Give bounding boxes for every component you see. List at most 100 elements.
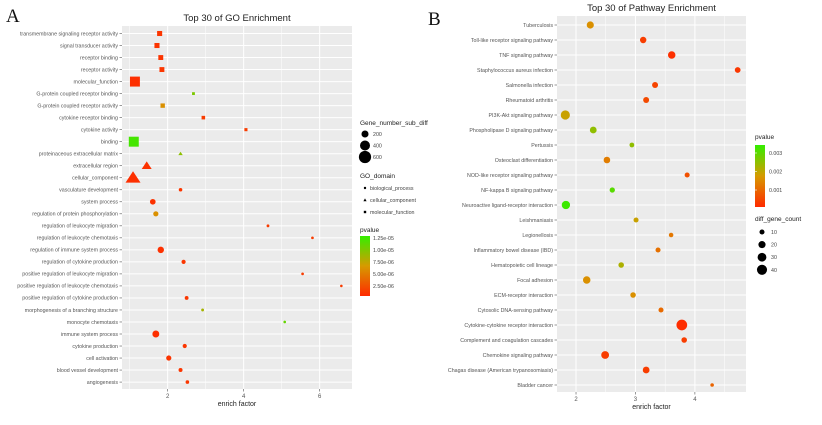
y-tick-label: positive regulation of leukocyte migrati… <box>22 272 118 278</box>
size-legend-key <box>361 130 369 138</box>
size-legend-label: 40 <box>771 268 777 274</box>
data-point-circle <box>652 82 659 88</box>
y-tick-label: system process <box>81 200 118 206</box>
shape-legend-triangle <box>363 198 367 202</box>
size-legend-label: 30 <box>771 255 777 261</box>
data-point-circle <box>734 67 741 73</box>
x-axis-title: enrich factor <box>218 401 257 408</box>
data-point-circle <box>603 156 611 164</box>
data-point-circle <box>185 380 190 384</box>
y-tick-label: receptor activity <box>81 67 118 73</box>
size-legend-key <box>758 241 766 249</box>
data-point-square <box>129 76 140 87</box>
size-legend-title: diff_gene_count <box>755 216 801 223</box>
data-point-square <box>244 128 248 132</box>
y-tick-label: G-protein coupled receptor activity <box>37 103 118 109</box>
size-legend-key <box>360 140 370 151</box>
color-legend-label: 1.25e-05 <box>373 236 394 242</box>
y-tick-label: blood vessel development <box>57 368 119 374</box>
x-tick-label: 4 <box>693 397 697 403</box>
x-tick-label: 3 <box>634 397 638 403</box>
data-point-square <box>158 55 164 60</box>
y-tick-label: positive regulation of cytokine producti… <box>22 296 118 302</box>
shape-legend-label: molecular_function <box>370 210 415 216</box>
data-point-square <box>128 136 139 147</box>
y-tick-label: Inflammatory bowel disease (IBD) <box>474 248 554 254</box>
y-tick-label: PI3K-Akt signaling pathway <box>489 113 554 119</box>
y-tick-label: Hematopoietic cell lineage <box>491 263 553 269</box>
data-point-circle <box>601 351 610 359</box>
data-point-circle <box>178 368 183 373</box>
y-tick-label: Chagas disease (American trypanosomiasis… <box>448 368 553 374</box>
color-legend-label: 0.002 <box>769 170 782 176</box>
y-tick-label: cytokine receptor binding <box>59 115 118 121</box>
data-point-square <box>201 115 206 120</box>
data-point-circle <box>633 217 639 223</box>
plot-background <box>122 26 352 389</box>
y-tick-label: TNF signaling pathway <box>499 53 553 59</box>
shape-legend-square <box>363 210 367 214</box>
y-tick-label: Neuroactive ligand-receptor interaction <box>462 203 553 209</box>
data-point-square <box>154 42 160 49</box>
data-point-circle <box>560 110 570 120</box>
panel-label-b: B <box>428 9 441 30</box>
y-tick-label: Staphylococcus aureus infection <box>477 68 553 74</box>
y-tick-label: binding <box>101 139 118 145</box>
y-tick-label: positive regulation of leukocyte chemota… <box>17 284 118 290</box>
size-legend-key <box>757 252 767 262</box>
y-tick-label: Chemokine signaling pathway <box>483 353 554 359</box>
color-legend-label: 5.00e-06 <box>373 272 394 278</box>
y-tick-label: Bladder cancer <box>517 383 553 389</box>
y-tick-label: NF-kappa B signaling pathway <box>481 188 553 194</box>
color-legend-bar <box>755 145 765 207</box>
y-tick-label: Legionellosis <box>522 233 553 239</box>
size-legend-label: 600 <box>373 155 382 161</box>
color-legend-bar <box>360 236 370 296</box>
size-legend-label: 20 <box>771 243 777 249</box>
y-tick-label: Complement and coagulation cascades <box>460 338 553 344</box>
y-tick-label: Tuberculosis <box>523 23 553 29</box>
y-tick-label: Leishmaniasis <box>519 218 553 224</box>
y-tick-label: extracellular region <box>73 164 118 170</box>
panel-label-a: A <box>6 6 20 27</box>
y-tick-label: angiogenesis <box>87 380 119 386</box>
y-tick-label: proteinaceous extracellular matrix <box>39 152 119 158</box>
color-legend-title: pvalue <box>755 134 775 141</box>
size-legend-key <box>358 150 372 164</box>
color-legend-label: 0.001 <box>769 188 782 194</box>
data-point-square <box>192 92 195 96</box>
shape-legend-title: GO_domain <box>360 173 395 180</box>
y-tick-label: cytokine production <box>72 344 118 350</box>
size-legend-label: 200 <box>373 132 382 138</box>
data-point-circle <box>655 247 661 253</box>
data-point-circle <box>153 211 159 217</box>
data-point-circle <box>629 142 635 148</box>
y-tick-label: cell activation <box>86 356 118 362</box>
size-legend-key <box>759 229 765 235</box>
x-tick-label: 2 <box>574 397 578 403</box>
color-legend-label: 2.50e-06 <box>373 284 394 290</box>
data-point-circle <box>668 232 674 238</box>
data-point-circle <box>178 187 183 192</box>
data-point-circle <box>182 343 187 349</box>
y-tick-label: monocyte chemotaxis <box>67 320 119 326</box>
go-enrichment-panel: transmembrane signaling receptor activit… <box>17 13 428 408</box>
y-tick-label: Pertussis <box>531 143 553 149</box>
data-point-circle <box>152 330 160 338</box>
y-tick-label: regulation of immune system process <box>30 248 118 254</box>
x-tick-label: 4 <box>242 394 246 400</box>
shape-legend-label: cellular_component <box>370 198 416 204</box>
y-tick-label: vasculature development <box>59 188 118 194</box>
chart-title: Top 30 of Pathway Enrichment <box>587 3 716 14</box>
data-point-circle <box>181 259 186 264</box>
y-tick-label: NOD-like receptor signaling pathway <box>467 173 553 179</box>
data-point-circle <box>710 383 714 387</box>
data-point-circle <box>658 307 664 313</box>
size-legend-key <box>756 264 768 275</box>
x-tick-label: 2 <box>166 394 170 400</box>
y-tick-label: regulation of leukocyte migration <box>42 224 118 230</box>
data-point-circle <box>681 337 687 343</box>
shape-legend-label: biological_process <box>370 186 414 192</box>
data-point-circle <box>582 276 591 284</box>
